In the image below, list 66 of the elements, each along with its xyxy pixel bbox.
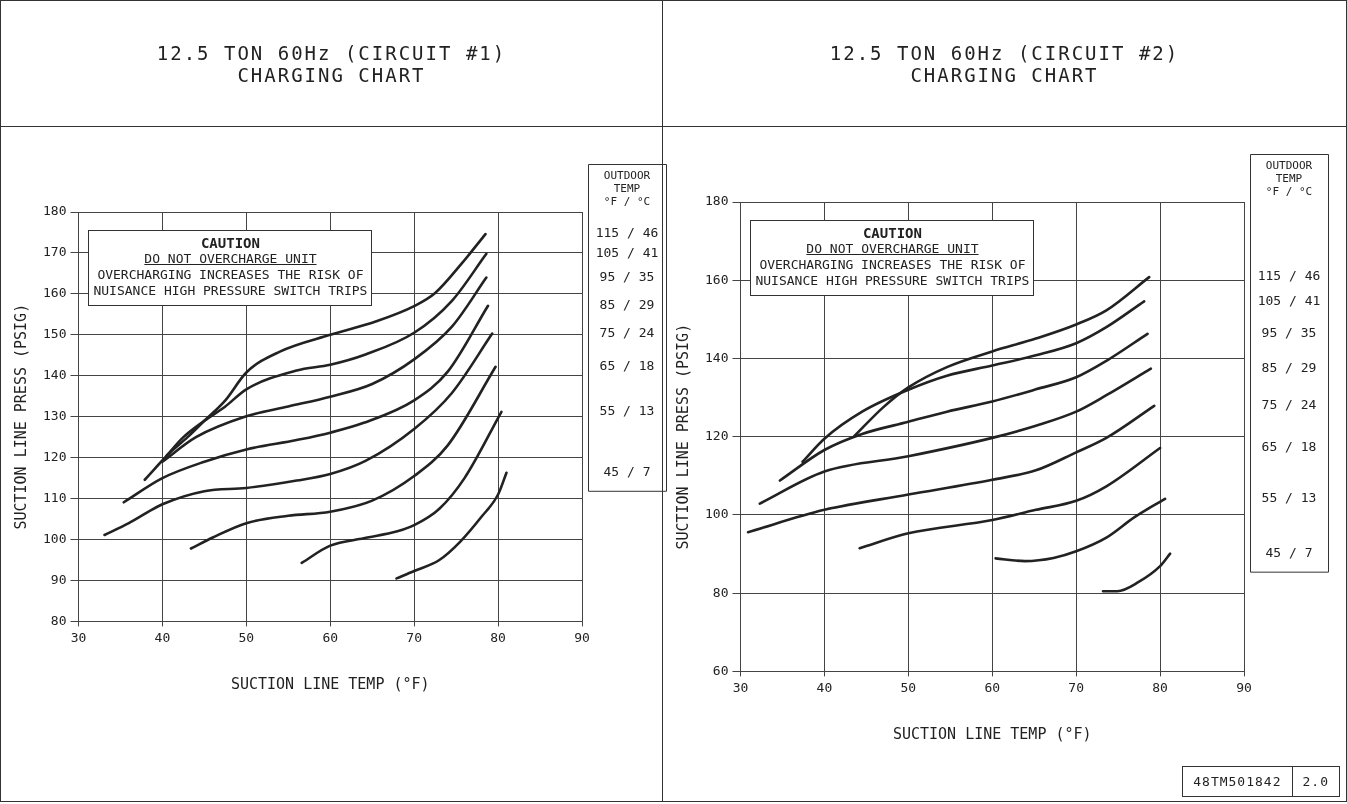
y-tick-label: 120 bbox=[43, 449, 67, 465]
y-tick-label: 140 bbox=[43, 367, 67, 383]
y-tick-label: 110 bbox=[43, 489, 67, 505]
text: 45 / 7 bbox=[1265, 545, 1313, 561]
y-tick-label: 160 bbox=[705, 271, 729, 287]
text: 75 / 24 bbox=[1261, 397, 1317, 413]
y-tick-label: 180 bbox=[705, 193, 729, 209]
text: 65 / 18 bbox=[1261, 439, 1317, 455]
y-tick-label: 100 bbox=[705, 506, 729, 522]
x-tick-label: 50 bbox=[900, 679, 917, 695]
y-axis-title: SUCTION LINE PRESS (PSIG) bbox=[11, 303, 30, 530]
x-axis-title: SUCTION LINE TEMP (°F) bbox=[892, 724, 1092, 743]
x-tick-label: 50 bbox=[238, 629, 255, 645]
y-tick-label: 170 bbox=[43, 244, 67, 260]
x-axis-title: SUCTION LINE TEMP (°F) bbox=[230, 674, 430, 693]
text: 95 / 35 bbox=[599, 268, 655, 284]
x-tick-label: 30 bbox=[732, 679, 749, 695]
x-tick-label: 70 bbox=[1068, 679, 1084, 695]
text: 85 / 29 bbox=[1261, 360, 1317, 376]
text: 115 / 46 bbox=[595, 225, 659, 241]
annotation: CAUTION bbox=[861, 225, 923, 241]
annotation: DO NOT OVERCHARGE UNIT bbox=[143, 251, 318, 267]
annotation: OVERCHARGING INCREASES THE RISK OF bbox=[96, 267, 365, 283]
x-tick-label: 40 bbox=[816, 679, 833, 695]
text: 115 / 46 bbox=[1257, 268, 1321, 284]
x-tick-label: 70 bbox=[406, 629, 422, 645]
x-tick-label: 30 bbox=[70, 629, 87, 645]
x-tick-label: 60 bbox=[984, 679, 1001, 695]
text: 55 / 13 bbox=[599, 403, 655, 419]
y-tick-label: 60 bbox=[712, 662, 729, 678]
annotation: CAUTION bbox=[199, 235, 261, 251]
text: 2.0 bbox=[1291, 767, 1339, 796]
annotation: OVERCHARGING INCREASES THE RISK OF bbox=[758, 257, 1027, 273]
x-tick-label: 90 bbox=[574, 629, 590, 645]
text: 48TM501842 bbox=[1192, 773, 1283, 791]
x-tick-label: 90 bbox=[1236, 679, 1252, 695]
text: 85 / 29 bbox=[599, 297, 655, 313]
y-tick-label: 80 bbox=[50, 612, 67, 628]
text: 105 / 41 bbox=[1257, 292, 1321, 308]
legend-title: OUTDOOR TEMP °F / °C bbox=[603, 168, 651, 208]
y-tick-label: 150 bbox=[43, 326, 67, 342]
y-tick-label: 120 bbox=[705, 428, 729, 444]
legend-title: OUTDOOR TEMP °F / °C bbox=[1265, 158, 1313, 198]
x-tick-label: 80 bbox=[490, 629, 506, 645]
text: 55 / 13 bbox=[1261, 490, 1317, 506]
y-tick-label: 180 bbox=[43, 203, 67, 219]
text: 105 / 41 bbox=[595, 245, 659, 261]
chart-title: 12.5 TON 60Hz (CIRCUIT #1) CHARGING CHART bbox=[1, 1, 662, 127]
x-tick-label: 40 bbox=[154, 629, 171, 645]
annotation: NUISANCE HIGH PRESSURE SWITCH TRIPS bbox=[755, 273, 1030, 289]
y-tick-label: 130 bbox=[43, 408, 67, 424]
y-tick-label: 90 bbox=[50, 571, 67, 587]
y-tick-label: 100 bbox=[43, 530, 67, 546]
chart-title: 12.5 TON 60Hz (CIRCUIT #2) CHARGING CHART bbox=[663, 1, 1346, 127]
y-tick-label: 160 bbox=[43, 285, 67, 301]
x-tick-label: 80 bbox=[1152, 679, 1168, 695]
y-tick-label: 80 bbox=[712, 584, 729, 600]
annotation: DO NOT OVERCHARGE UNIT bbox=[805, 241, 980, 257]
text: 65 / 18 bbox=[599, 358, 655, 374]
y-axis-title: SUCTION LINE PRESS (PSIG) bbox=[673, 323, 692, 550]
text: 75 / 24 bbox=[599, 324, 655, 340]
text: 45 / 7 bbox=[603, 464, 651, 480]
y-tick-label: 140 bbox=[705, 349, 729, 365]
x-tick-label: 60 bbox=[322, 629, 339, 645]
text: 95 / 35 bbox=[1261, 325, 1317, 341]
annotation: NUISANCE HIGH PRESSURE SWITCH TRIPS bbox=[93, 283, 368, 299]
